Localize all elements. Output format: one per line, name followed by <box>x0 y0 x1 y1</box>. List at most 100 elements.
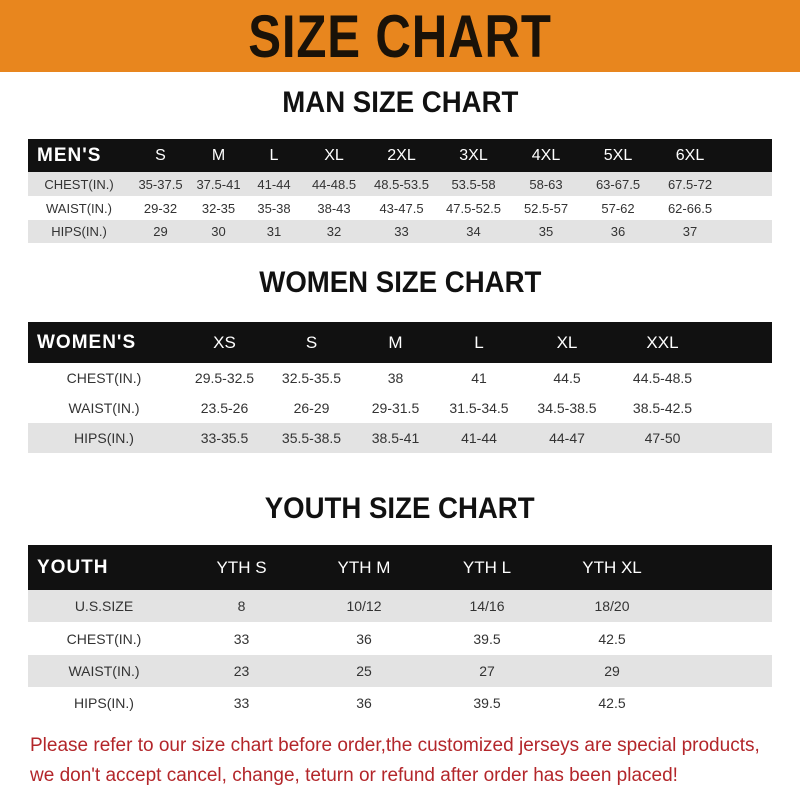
measurement-cell: 38-43 <box>317 200 351 216</box>
table-row: HIPS(IN.) 29 30 31 32 33 34 35 36 37 <box>28 220 772 243</box>
measurement-cell: 8 <box>180 590 303 622</box>
measurement-cell: 10/12 <box>303 590 425 622</box>
measurement-cell: 57-62 <box>601 200 635 216</box>
row-label: CHEST(IN.) <box>66 630 142 647</box>
measurement-cell: 36 <box>582 220 654 243</box>
row-label: WAIST(IN.) <box>46 200 112 216</box>
measurement-cell: 38.5-41 <box>354 423 437 453</box>
measurement-cell: 41-44 <box>246 172 302 196</box>
empty-cell <box>726 196 772 220</box>
measurement-cell: 42.5 <box>598 694 626 711</box>
measurement-cell: 18/20 <box>549 590 675 622</box>
measurement-cell: 44.5 <box>553 370 581 386</box>
measurement-cell: 39.5 <box>473 630 501 647</box>
measurement-cell: 52.5-57 <box>523 200 569 216</box>
banner-title: SIZE CHART <box>248 2 552 70</box>
women-size-table: WOMEN'S XS S M L XL XXL CHEST(IN.) 29.5-32.5 32.5… <box>28 322 772 453</box>
empty-cell <box>726 139 772 172</box>
measurement-cell: 53.5-58 <box>437 172 510 196</box>
row-label: CHEST(IN.) <box>28 172 130 196</box>
row-label: HIPS(IN.) <box>28 220 130 243</box>
empty-cell <box>675 655 772 687</box>
table-row: CHEST(IN.) 29.5-32.5 32.5-35.5 38 41 44.5 44.5… <box>28 363 772 393</box>
empty-cell <box>726 172 772 196</box>
size-header: XL <box>302 139 366 172</box>
table-row: HIPS(IN.) 33-35.5 35.5-38.5 38.5-41 41-44 44-… <box>28 423 772 453</box>
table-label: MEN'S <box>28 139 130 172</box>
measurement-cell: 29 <box>549 655 675 687</box>
empty-cell <box>712 363 772 393</box>
measurement-cell: 47-50 <box>613 423 712 453</box>
row-label: HIPS(IN.) <box>28 423 180 453</box>
size-header: 4XL <box>510 139 582 172</box>
measurement-cell: 29-31.5 <box>371 400 420 416</box>
measurement-cell: 23.5-26 <box>200 400 249 416</box>
measurement-cell: 31.5-34.5 <box>449 400 509 416</box>
measurement-cell: 36 <box>356 694 372 711</box>
empty-cell <box>726 220 772 243</box>
measurement-cell: 35-37.5 <box>130 172 191 196</box>
women-title: WOMEN SIZE CHART <box>258 266 542 299</box>
men-size-table: MEN'S S M L XL 2XL 3XL 4XL 5XL 6XL CHEST(IN.) 35-37… <box>28 139 772 243</box>
measurement-cell: 47.5-52.5 <box>446 200 501 216</box>
table-row: WAIST(IN.) 29-32 32-35 35-38 38-43 43-47.5 47.… <box>28 196 772 220</box>
size-header: L <box>246 139 302 172</box>
measurement-cell: 36 <box>356 630 372 647</box>
size-header: YTH M <box>303 545 425 590</box>
measurement-cell: 37.5-41 <box>191 172 246 196</box>
size-header: M <box>354 322 437 363</box>
empty-cell <box>712 423 772 453</box>
measurement-cell: 41-44 <box>437 423 521 453</box>
measurement-cell: 29-32 <box>143 200 178 216</box>
youth-size-table: YOUTH YTH S YTH M YTH L YTH XL U.S.SIZE 8 10/12… <box>28 545 772 718</box>
measurement-cell: 58-63 <box>510 172 582 196</box>
measurement-cell: 29.5-32.5 <box>194 370 255 386</box>
measurement-cell: 38 <box>387 370 404 386</box>
table-row: WAIST(IN.) 23 25 27 29 <box>28 655 772 687</box>
measurement-cell: 44.5-48.5 <box>632 370 693 386</box>
row-label: CHEST(IN.) <box>66 370 142 386</box>
measurement-cell: 34 <box>437 220 510 243</box>
header-row: WOMEN'S XS S M L XL XXL <box>28 322 772 363</box>
measurement-cell: 23 <box>180 655 303 687</box>
row-label: WAIST(IN.) <box>68 400 140 416</box>
measurement-cell: 42.5 <box>598 630 626 647</box>
measurement-cell: 41 <box>471 370 487 386</box>
men-title: MAN SIZE CHART <box>281 86 519 119</box>
measurement-cell: 44-48.5 <box>302 172 366 196</box>
notice-line-1: Please refer to our size chart before or… <box>30 735 760 756</box>
measurement-cell: 43-47.5 <box>379 200 424 216</box>
measurement-cell: 14/16 <box>425 590 549 622</box>
size-header: XXL <box>613 322 712 363</box>
measurement-cell: 33 <box>366 220 437 243</box>
measurement-cell: 25 <box>303 655 425 687</box>
measurement-cell: 67.5-72 <box>654 172 726 196</box>
measurement-cell: 35 <box>510 220 582 243</box>
measurement-cell: 32.5-35.5 <box>281 370 342 386</box>
measurement-cell: 27 <box>425 655 549 687</box>
row-label: WAIST(IN.) <box>28 655 180 687</box>
measurement-cell: 63-67.5 <box>582 172 654 196</box>
size-header: S <box>130 139 191 172</box>
size-header: XS <box>180 322 269 363</box>
notice-line-2: we don't accept cancel, change, teturn o… <box>30 765 678 786</box>
size-header: 3XL <box>437 139 510 172</box>
measurement-cell: 39.5 <box>473 694 501 711</box>
size-chart-banner: SIZE CHART <box>0 0 800 72</box>
measurement-cell: 33 <box>233 630 250 647</box>
measurement-cell: 37 <box>654 220 726 243</box>
size-header: S <box>269 322 354 363</box>
row-label: HIPS(IN.) <box>74 694 134 711</box>
youth-title: YOUTH SIZE CHART <box>265 492 535 525</box>
measurement-cell: 38.5-42.5 <box>632 400 693 416</box>
table-label: YOUTH <box>28 545 180 590</box>
measurement-cell: 31 <box>246 220 302 243</box>
measurement-cell: 33 <box>233 694 250 711</box>
measurement-cell: 48.5-53.5 <box>366 172 437 196</box>
table-row: CHEST(IN.) 33 36 39.5 42.5 <box>28 622 772 655</box>
measurement-cell: 44-47 <box>521 423 613 453</box>
table-label: WOMEN'S <box>28 322 180 363</box>
empty-cell <box>675 622 772 655</box>
table-row: U.S.SIZE 8 10/12 14/16 18/20 <box>28 590 772 622</box>
measurement-cell: 30 <box>191 220 246 243</box>
